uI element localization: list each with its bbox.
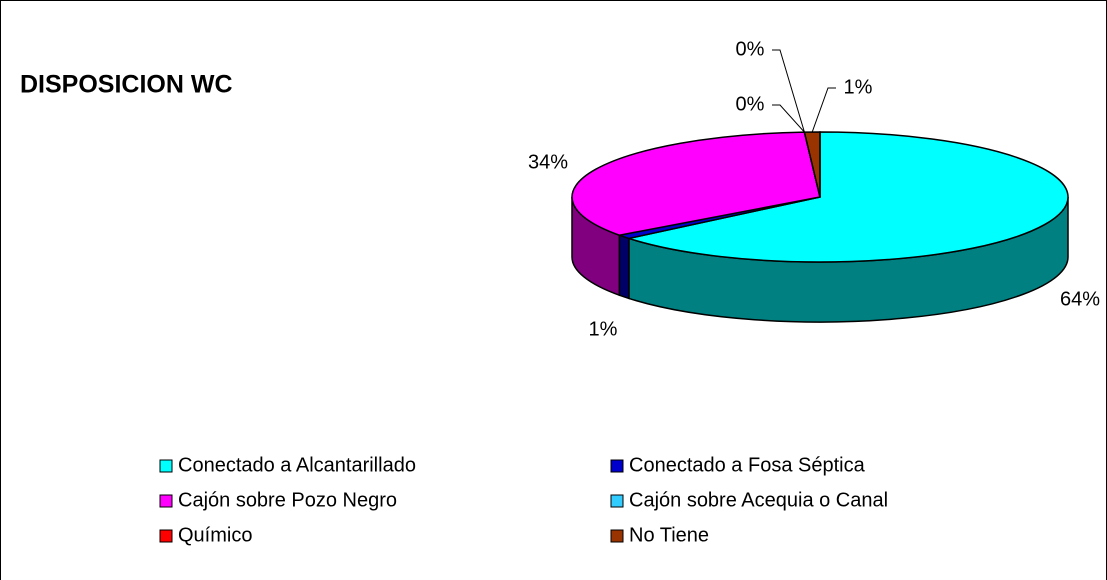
chart-title: DISPOSICION WC xyxy=(20,71,233,99)
legend-label: No Tiene xyxy=(629,524,709,546)
pie-slice-side xyxy=(618,234,630,300)
leader-line xyxy=(772,49,805,133)
legend-swatch xyxy=(159,459,173,473)
legend-swatch xyxy=(159,529,173,543)
legend-swatch xyxy=(159,494,173,508)
data-label: 34% xyxy=(528,151,568,173)
legend-label: Químico xyxy=(178,524,252,546)
legend-swatch xyxy=(610,529,624,543)
legend-swatch xyxy=(610,459,624,473)
data-label: 0% xyxy=(736,93,765,115)
leader-line xyxy=(811,87,836,133)
pie-slice xyxy=(571,131,821,236)
legend-label: Conectado a Alcantarillado xyxy=(178,454,416,476)
legend-label: Cajón sobre Acequia o Canal xyxy=(629,489,888,511)
data-label: 1% xyxy=(844,76,873,98)
pie-slice xyxy=(625,131,1069,263)
legend-swatch xyxy=(610,494,624,508)
data-label: 0% xyxy=(736,38,765,60)
legend-label: Conectado a Fosa Séptica xyxy=(629,454,866,476)
data-label: 1% xyxy=(589,318,618,340)
legend-label: Cajón sobre Pozo Negro xyxy=(178,489,397,511)
data-label: 64% xyxy=(1060,288,1100,310)
leader-line xyxy=(772,104,805,133)
